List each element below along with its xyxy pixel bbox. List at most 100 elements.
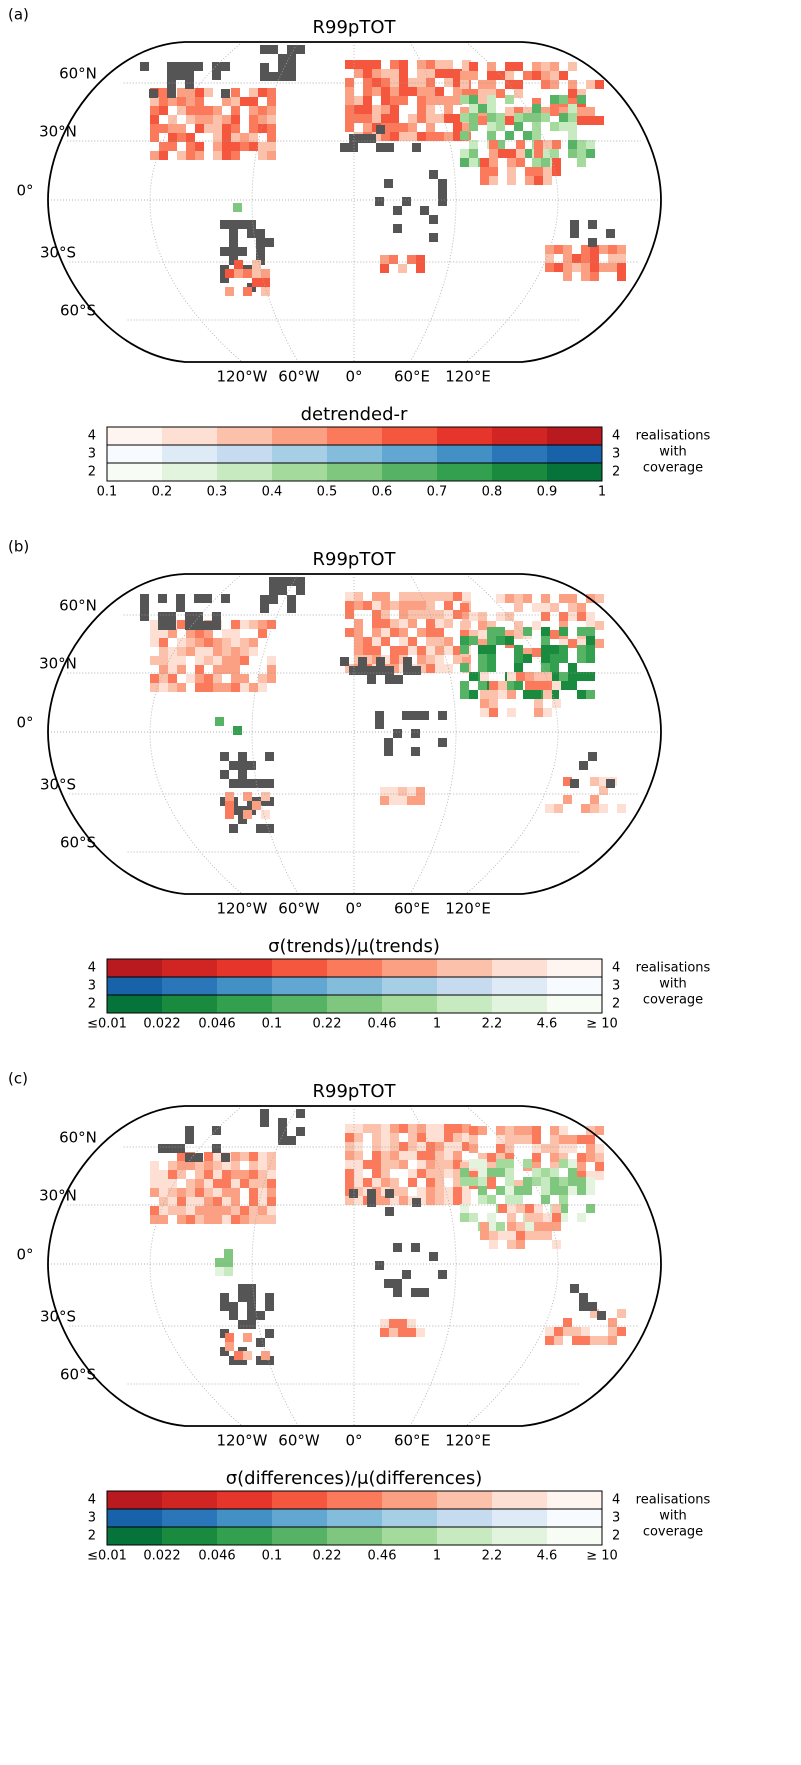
grid-cell	[256, 779, 265, 788]
grid-cell	[240, 683, 249, 692]
grid-cell	[408, 619, 417, 628]
grid-cell	[541, 603, 550, 612]
grid-cell	[435, 114, 444, 123]
colorbar-tick-label: 2.2	[482, 1549, 503, 1564]
grid-cell	[212, 612, 221, 621]
grid-cell	[194, 62, 203, 71]
grid-cell	[375, 1261, 384, 1270]
grid-cell	[507, 708, 516, 717]
grid-cell	[213, 115, 222, 124]
grid-cell	[550, 1135, 559, 1144]
colorbar-cell	[437, 1527, 493, 1545]
grid-cell	[256, 1356, 265, 1365]
grid-cell	[150, 124, 159, 133]
grid-cell	[265, 824, 274, 833]
grid-cell	[389, 787, 398, 796]
grid-cell	[222, 629, 231, 638]
grid-cell	[581, 254, 590, 263]
grid-cell	[380, 264, 389, 273]
grid-cell	[258, 629, 267, 638]
grid-cell	[407, 796, 416, 805]
grid-cell	[240, 656, 249, 665]
grid-cell	[552, 167, 561, 176]
colorbar-cell	[492, 995, 548, 1013]
grid-cell	[150, 115, 159, 124]
grid-cell	[460, 645, 469, 654]
grid-cell	[438, 711, 447, 720]
grid-cell	[296, 1127, 305, 1136]
grid-cell	[358, 666, 367, 675]
grid-cell	[579, 1293, 588, 1302]
lon-label: 0°	[345, 1432, 362, 1450]
grid-cell	[194, 612, 203, 621]
grid-cell	[608, 1327, 617, 1336]
grid-cell	[260, 595, 269, 604]
grid-cell	[586, 1204, 595, 1213]
grid-cell	[204, 115, 213, 124]
colorbar-cell	[327, 463, 383, 481]
grid-cell	[234, 1351, 243, 1360]
lon-label: 0°	[345, 900, 362, 918]
grid-cell	[478, 1159, 487, 1168]
grid-cell	[258, 142, 267, 151]
grid-cell	[372, 1151, 381, 1160]
grid-cell	[559, 1186, 568, 1195]
grid-cell	[222, 97, 231, 106]
grid-cell	[381, 601, 390, 610]
grid-cell	[399, 610, 408, 619]
grid-cell	[577, 1186, 586, 1195]
grid-cell	[380, 1319, 389, 1328]
grid-cell	[399, 592, 408, 601]
grid-cell	[588, 1302, 597, 1311]
grid-cell	[453, 114, 462, 123]
grid-cell	[354, 60, 363, 69]
grid-cell	[249, 88, 258, 97]
grid-cell	[469, 95, 478, 104]
grid-cell	[345, 96, 354, 105]
grid-cell	[581, 245, 590, 254]
grid-cell	[225, 287, 234, 296]
grid-cell	[267, 1170, 276, 1179]
colorbar-tick-label: ≥ 10	[586, 1549, 618, 1564]
grid-cell	[222, 665, 231, 674]
grid-cell	[278, 63, 287, 72]
grid-cell	[231, 1179, 240, 1188]
grid-cell	[372, 1142, 381, 1151]
grid-cell	[229, 1302, 238, 1311]
grid-cell	[399, 87, 408, 96]
colorbar-cell	[272, 463, 328, 481]
grid-cell	[552, 1204, 561, 1213]
grid-cell	[608, 245, 617, 254]
grid-cell	[586, 1135, 595, 1144]
grid-cell	[398, 796, 407, 805]
grid-cell	[559, 1213, 568, 1222]
grid-cell	[590, 1336, 599, 1345]
grid-cell	[381, 1178, 390, 1187]
grid-cell	[393, 206, 402, 215]
colorbar-cell	[327, 959, 383, 977]
grid-cell	[586, 621, 595, 630]
grid-cell	[372, 1196, 381, 1205]
grid-cell	[381, 1133, 390, 1142]
grid-cell	[261, 278, 270, 287]
lat-label: 60°S	[60, 834, 96, 852]
grid-cell	[469, 1126, 478, 1135]
grid-cell	[550, 95, 559, 104]
grid-cell	[354, 646, 363, 655]
grid-cell	[186, 88, 195, 97]
grid-cell	[469, 89, 478, 98]
grid-cell	[222, 683, 231, 692]
grid-cell	[220, 770, 229, 779]
grid-cell	[599, 777, 608, 786]
grid-cell	[435, 1124, 444, 1133]
grid-cell	[480, 672, 489, 681]
grid-cell	[599, 804, 608, 813]
grid-cell	[381, 1169, 390, 1178]
grid-cell	[462, 123, 471, 132]
grid-cell	[426, 105, 435, 114]
grid-cell	[408, 637, 417, 646]
grid-cell	[231, 638, 240, 647]
grid-cell	[534, 699, 543, 708]
grid-cell	[407, 255, 416, 264]
row-label-left: 3	[88, 1511, 96, 1526]
